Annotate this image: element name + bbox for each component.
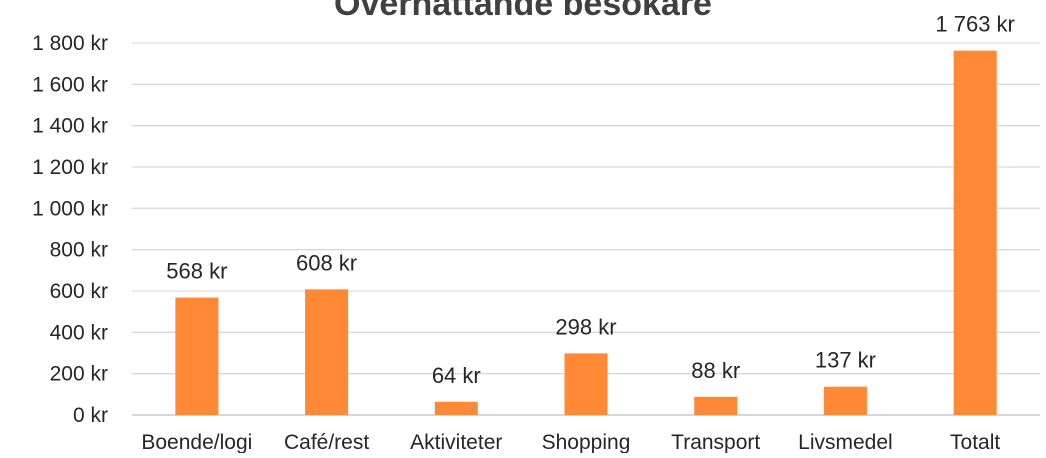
x-axis: Boende/logi Café/rest Aktiviteter Shopping T… bbox=[141, 431, 1000, 454]
y-tick-label: 400 kr bbox=[50, 321, 108, 344]
data-label: 137 kr bbox=[815, 348, 876, 373]
y-tick-label: 1 200 kr bbox=[32, 156, 108, 179]
data-label: 298 kr bbox=[555, 314, 616, 339]
chart-title: Övernattande besökare bbox=[334, 0, 712, 23]
y-tick-label: 0 kr bbox=[73, 404, 108, 427]
x-tick-label: Livsmedel bbox=[798, 431, 893, 453]
y-tick-label: 800 kr bbox=[50, 239, 108, 262]
data-label: 608 kr bbox=[296, 250, 357, 275]
bar bbox=[823, 386, 867, 415]
x-tick-label: Café/rest bbox=[284, 431, 369, 453]
data-label: 88 kr bbox=[691, 358, 740, 383]
gridlines bbox=[132, 42, 1040, 416]
y-tick-label: 1 000 kr bbox=[32, 197, 108, 220]
y-tick-label: 1 800 kr bbox=[32, 32, 108, 55]
bar bbox=[953, 50, 997, 415]
x-tick-label: Shopping bbox=[542, 431, 631, 453]
y-axis: 0 kr 200 kr 400 kr 600 kr 800 kr 1 000 kr 1 20… bbox=[32, 32, 108, 427]
bar bbox=[305, 289, 349, 415]
bar bbox=[564, 353, 608, 415]
bar bbox=[175, 297, 219, 415]
y-tick-label: 200 kr bbox=[50, 363, 108, 386]
bar bbox=[694, 396, 738, 415]
data-label: 1 763 kr bbox=[935, 12, 1015, 37]
x-tick-label: Boende/logi bbox=[141, 431, 252, 453]
bars bbox=[175, 50, 997, 415]
x-tick-label: Aktiviteter bbox=[410, 431, 502, 453]
x-tick-label: Totalt bbox=[950, 431, 1000, 453]
data-label: 568 kr bbox=[166, 259, 227, 284]
x-tick-label: Transport bbox=[671, 431, 760, 453]
y-tick-label: 1 400 kr bbox=[32, 115, 108, 138]
data-labels: 568 kr 608 kr 64 kr 298 kr 88 kr 137 kr 1 763 … bbox=[166, 12, 1015, 388]
bar bbox=[434, 401, 478, 415]
y-tick-label: 1 600 kr bbox=[32, 73, 108, 96]
y-tick-label: 600 kr bbox=[50, 280, 108, 303]
data-label: 64 kr bbox=[432, 363, 481, 388]
